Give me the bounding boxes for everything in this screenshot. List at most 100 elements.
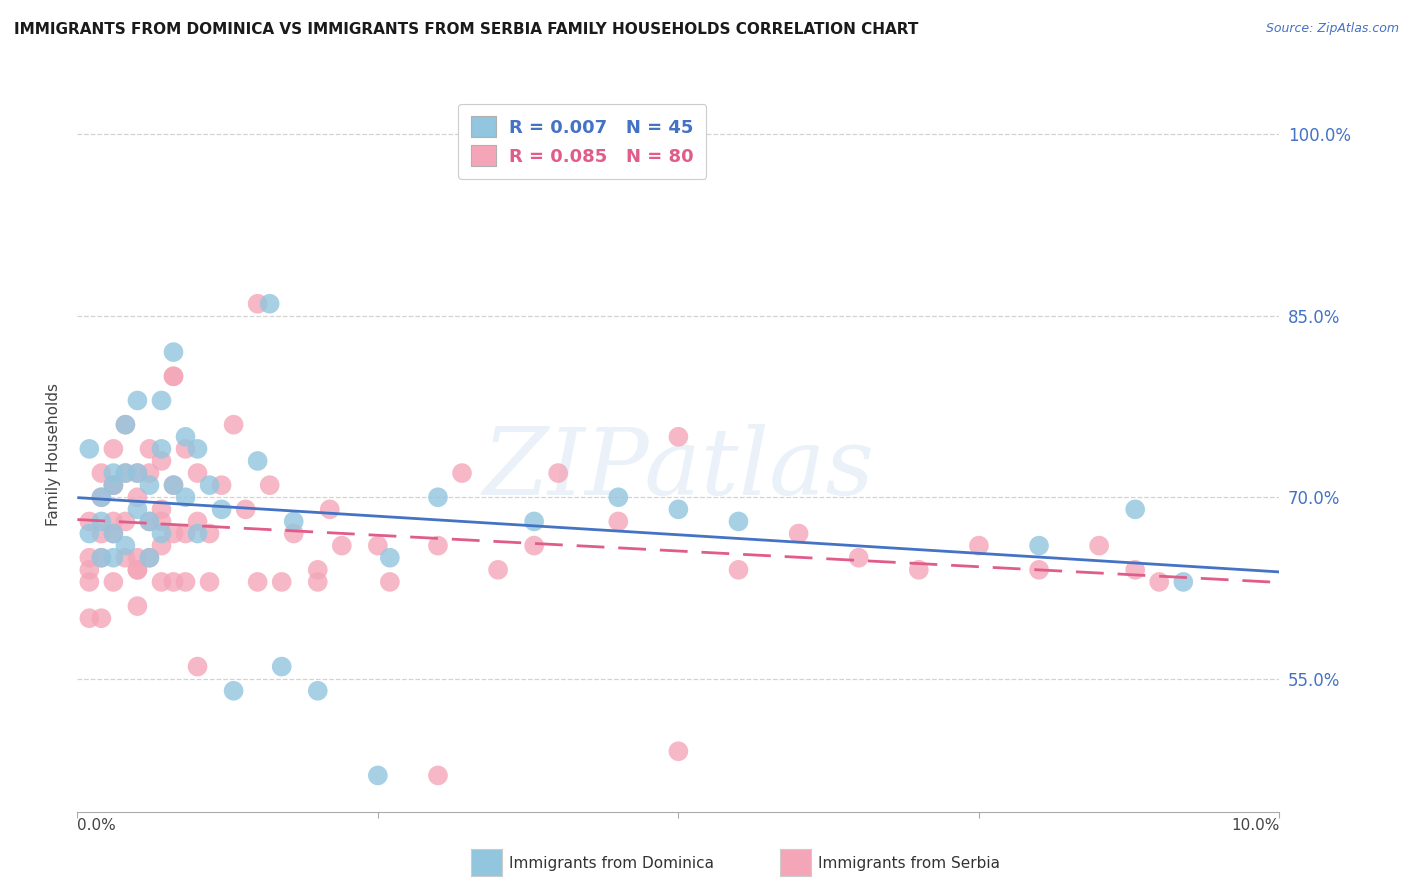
- Point: [127, 502, 149, 516]
- Point: [90, 515, 112, 529]
- Point: [547, 466, 569, 480]
- Point: [427, 768, 450, 782]
- Point: [162, 369, 184, 384]
- Point: [787, 526, 810, 541]
- Point: [198, 478, 221, 492]
- Point: [103, 526, 125, 541]
- Point: [727, 515, 749, 529]
- Point: [367, 539, 389, 553]
- Point: [103, 526, 125, 541]
- Point: [222, 683, 245, 698]
- Point: [307, 563, 329, 577]
- Point: [523, 539, 546, 553]
- Point: [90, 490, 112, 504]
- Text: IMMIGRANTS FROM DOMINICA VS IMMIGRANTS FROM SERBIA FAMILY HOUSEHOLDS CORRELATION: IMMIGRANTS FROM DOMINICA VS IMMIGRANTS F…: [14, 22, 918, 37]
- Point: [114, 417, 136, 432]
- Point: [127, 599, 149, 613]
- Point: [1123, 563, 1146, 577]
- Point: [103, 442, 125, 456]
- Point: [127, 466, 149, 480]
- Point: [162, 478, 184, 492]
- Point: [607, 515, 630, 529]
- Point: [198, 526, 221, 541]
- Point: [150, 442, 173, 456]
- Point: [138, 515, 160, 529]
- Point: [127, 466, 149, 480]
- Point: [79, 515, 101, 529]
- Point: [103, 515, 125, 529]
- Point: [908, 563, 931, 577]
- Text: Immigrants from Dominica: Immigrants from Dominica: [509, 856, 714, 871]
- Point: [162, 478, 184, 492]
- Point: [150, 393, 173, 408]
- Point: [1028, 563, 1050, 577]
- Point: [307, 574, 329, 589]
- Point: [103, 478, 125, 492]
- Point: [127, 563, 149, 577]
- Point: [222, 417, 245, 432]
- Text: Immigrants from Serbia: Immigrants from Serbia: [818, 856, 1000, 871]
- Point: [211, 502, 233, 516]
- Point: [174, 574, 197, 589]
- Point: [150, 515, 173, 529]
- Point: [270, 659, 292, 673]
- Point: [727, 563, 749, 577]
- Point: [668, 430, 690, 444]
- Point: [668, 744, 690, 758]
- Point: [259, 297, 281, 311]
- Point: [162, 345, 184, 359]
- Point: [486, 563, 509, 577]
- Point: [174, 442, 197, 456]
- Point: [114, 515, 136, 529]
- Point: [174, 430, 197, 444]
- Point: [259, 478, 281, 492]
- Text: 0.0%: 0.0%: [77, 818, 117, 833]
- Point: [162, 526, 184, 541]
- Point: [668, 502, 690, 516]
- Point: [114, 539, 136, 553]
- Point: [127, 393, 149, 408]
- Point: [451, 466, 474, 480]
- Point: [103, 466, 125, 480]
- Point: [127, 550, 149, 565]
- Point: [1173, 574, 1195, 589]
- Point: [198, 574, 221, 589]
- Point: [103, 478, 125, 492]
- Point: [319, 502, 342, 516]
- Point: [427, 539, 450, 553]
- Point: [138, 478, 160, 492]
- Point: [427, 490, 450, 504]
- Point: [114, 466, 136, 480]
- Point: [367, 768, 389, 782]
- Point: [79, 574, 101, 589]
- Point: [150, 574, 173, 589]
- Point: [150, 454, 173, 468]
- Y-axis label: Family Households: Family Households: [46, 384, 62, 526]
- Point: [138, 466, 160, 480]
- Point: [270, 574, 292, 589]
- Point: [90, 611, 112, 625]
- Point: [187, 466, 209, 480]
- Point: [150, 539, 173, 553]
- Point: [79, 563, 101, 577]
- Point: [90, 526, 112, 541]
- Point: [848, 550, 870, 565]
- Point: [114, 466, 136, 480]
- Point: [174, 526, 197, 541]
- Point: [138, 442, 160, 456]
- Point: [138, 550, 160, 565]
- Point: [607, 490, 630, 504]
- Point: [967, 539, 990, 553]
- Point: [103, 550, 125, 565]
- Point: [114, 550, 136, 565]
- Point: [246, 297, 269, 311]
- Point: [150, 526, 173, 541]
- Point: [378, 550, 401, 565]
- Legend: R = 0.007   N = 45, R = 0.085   N = 80: R = 0.007 N = 45, R = 0.085 N = 80: [458, 103, 706, 178]
- Point: [174, 490, 197, 504]
- Point: [103, 574, 125, 589]
- Point: [246, 574, 269, 589]
- Point: [114, 417, 136, 432]
- Point: [1123, 502, 1146, 516]
- Point: [127, 563, 149, 577]
